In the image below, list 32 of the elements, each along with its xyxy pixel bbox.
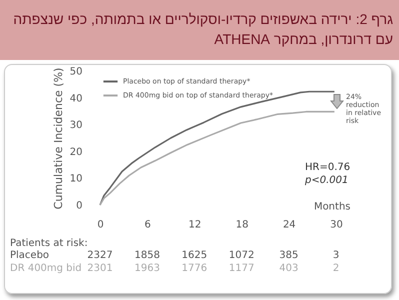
x-tick-label: 24 <box>282 220 296 230</box>
text: 1858 <box>134 250 160 261</box>
text: 403 <box>279 263 298 274</box>
x-tick-label: 30 <box>330 220 343 230</box>
y-tick-label: 30 <box>70 120 82 132</box>
y-tick-label: 40 <box>70 93 82 104</box>
x-tick-label: 12 <box>188 220 202 230</box>
x-axis-title: Months <box>314 202 350 212</box>
text: 1625 <box>182 250 208 261</box>
text: 1776 <box>182 263 208 274</box>
annotation: HR=0.76 <box>305 162 350 173</box>
y-tick-label: 20 <box>70 146 82 158</box>
text: 1072 <box>228 250 254 261</box>
text: 2301 <box>87 263 113 274</box>
y-tick-label: 50 <box>70 66 82 78</box>
annotation: p<0.001 <box>304 175 348 186</box>
x-tick-label: 0 <box>97 220 104 230</box>
text: 1177 <box>228 263 254 274</box>
text: 1963 <box>134 263 160 274</box>
x-tick-label: 6 <box>144 220 151 230</box>
text: Placebo <box>10 250 50 261</box>
y-tick-label: 0 <box>76 200 82 212</box>
x-tick-label: 18 <box>236 220 248 230</box>
text: 2 <box>332 263 340 274</box>
y-axis-title: Cumulative Incidence (%) <box>52 68 65 210</box>
text: Patients at risk: <box>10 238 88 249</box>
y-tick-label: 10 <box>70 174 82 185</box>
text: 2327 <box>87 250 113 261</box>
text: 385 <box>279 250 298 261</box>
text: 3 <box>332 250 340 261</box>
text: DR 400mg bid <box>10 263 82 274</box>
chart-title: גרף 2: ירידה באשפוזים קרדיו-וסקולריים או בתמותה, כפי שנצפתה עם דרונדרון, במחקר ATHENA <box>0 0 399 60</box>
